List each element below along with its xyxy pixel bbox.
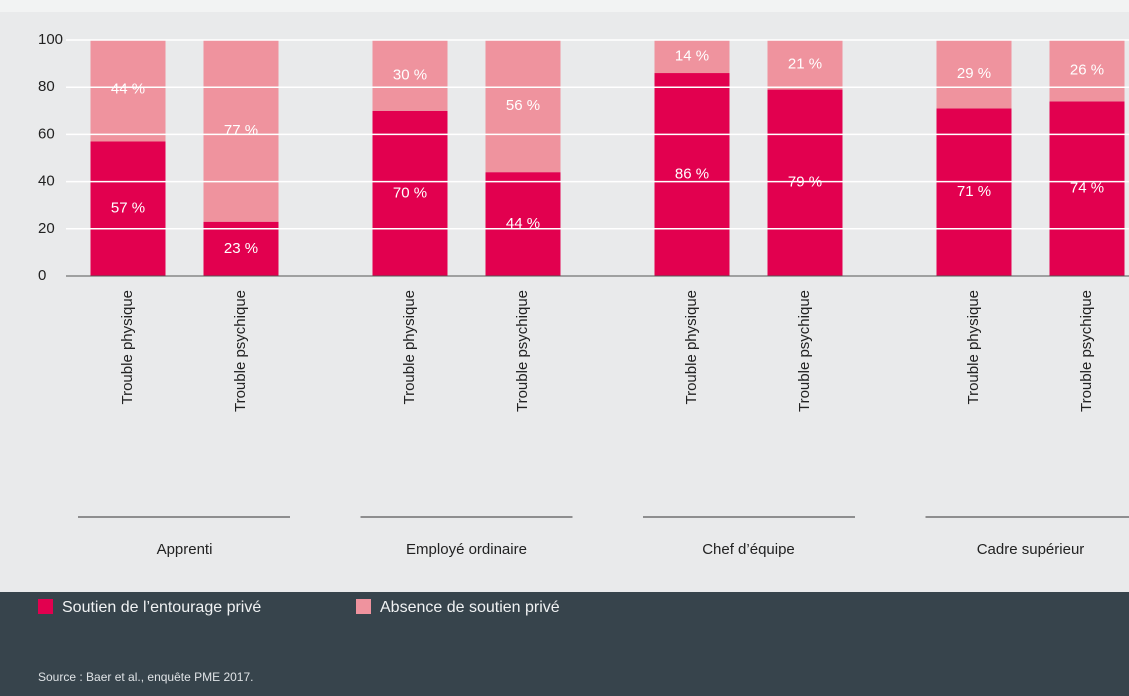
x-tick-label: Trouble physique [965,290,982,405]
bar-segment [1049,101,1125,276]
group-label: Cadre supérieur [977,541,1085,558]
value-label: 71 % [957,183,991,200]
bar-segment [203,221,279,276]
value-label: 14 % [675,47,709,64]
group-label: Employé ordinaire [406,541,527,558]
bar-segment [767,89,843,276]
value-label: 30 % [393,66,427,83]
x-tick-label: Trouble physique [401,290,418,405]
value-label: 21 % [788,56,822,73]
group-label: Apprenti [157,541,213,558]
top-strip [0,0,1129,12]
bar-segment [90,40,166,142]
value-label: 26 % [1070,62,1104,79]
legend-label: Absence de soutien privé [380,599,560,616]
x-tick-label: Trouble psychique [796,290,813,412]
source: Source : Baer et al., enquête PME 2017. [38,670,253,684]
legend-label: Soutien de l’entourage privé [62,599,261,616]
x-tick-label: Trouble psychique [514,290,531,412]
bar-segment [203,40,279,222]
value-label: 44 % [506,215,540,232]
value-label: 57 % [111,200,145,217]
bar-segment [485,172,561,276]
value-label: 56 % [506,97,540,114]
bar-segment [936,40,1012,109]
bar-segment [90,141,166,276]
x-tick-label: Trouble physique [119,290,136,405]
x-tick-label: Trouble psychique [232,290,249,412]
value-label: 77 % [224,122,258,139]
value-label: 44 % [111,81,145,98]
x-tick-label: Trouble psychique [1078,290,1095,412]
bar-segment [654,73,730,276]
x-tick-label: Trouble physique [683,290,700,405]
value-label: 86 % [675,165,709,182]
value-label: 23 % [224,240,258,257]
value-label: 74 % [1070,180,1104,197]
y-tick-label: 80 [38,78,55,95]
bar-segment [372,110,448,276]
bar-segment [767,40,843,90]
y-tick-label: 40 [38,173,55,190]
y-tick-label: 60 [38,125,55,142]
value-label: 79 % [788,174,822,191]
legend-swatch [356,599,371,614]
value-label: 29 % [957,65,991,82]
bar-segment [372,40,448,111]
bar-segment [485,40,561,173]
y-tick-label: 20 [38,220,55,237]
legend-swatch [38,599,53,614]
group-label: Chef d’équipe [702,541,795,558]
value-label: 70 % [393,184,427,201]
y-tick-label: 0 [38,267,46,284]
y-tick-label: 100 [38,31,63,48]
bar-segment [654,40,730,74]
bar-segment [1049,40,1125,102]
bar-segment [936,108,1012,276]
